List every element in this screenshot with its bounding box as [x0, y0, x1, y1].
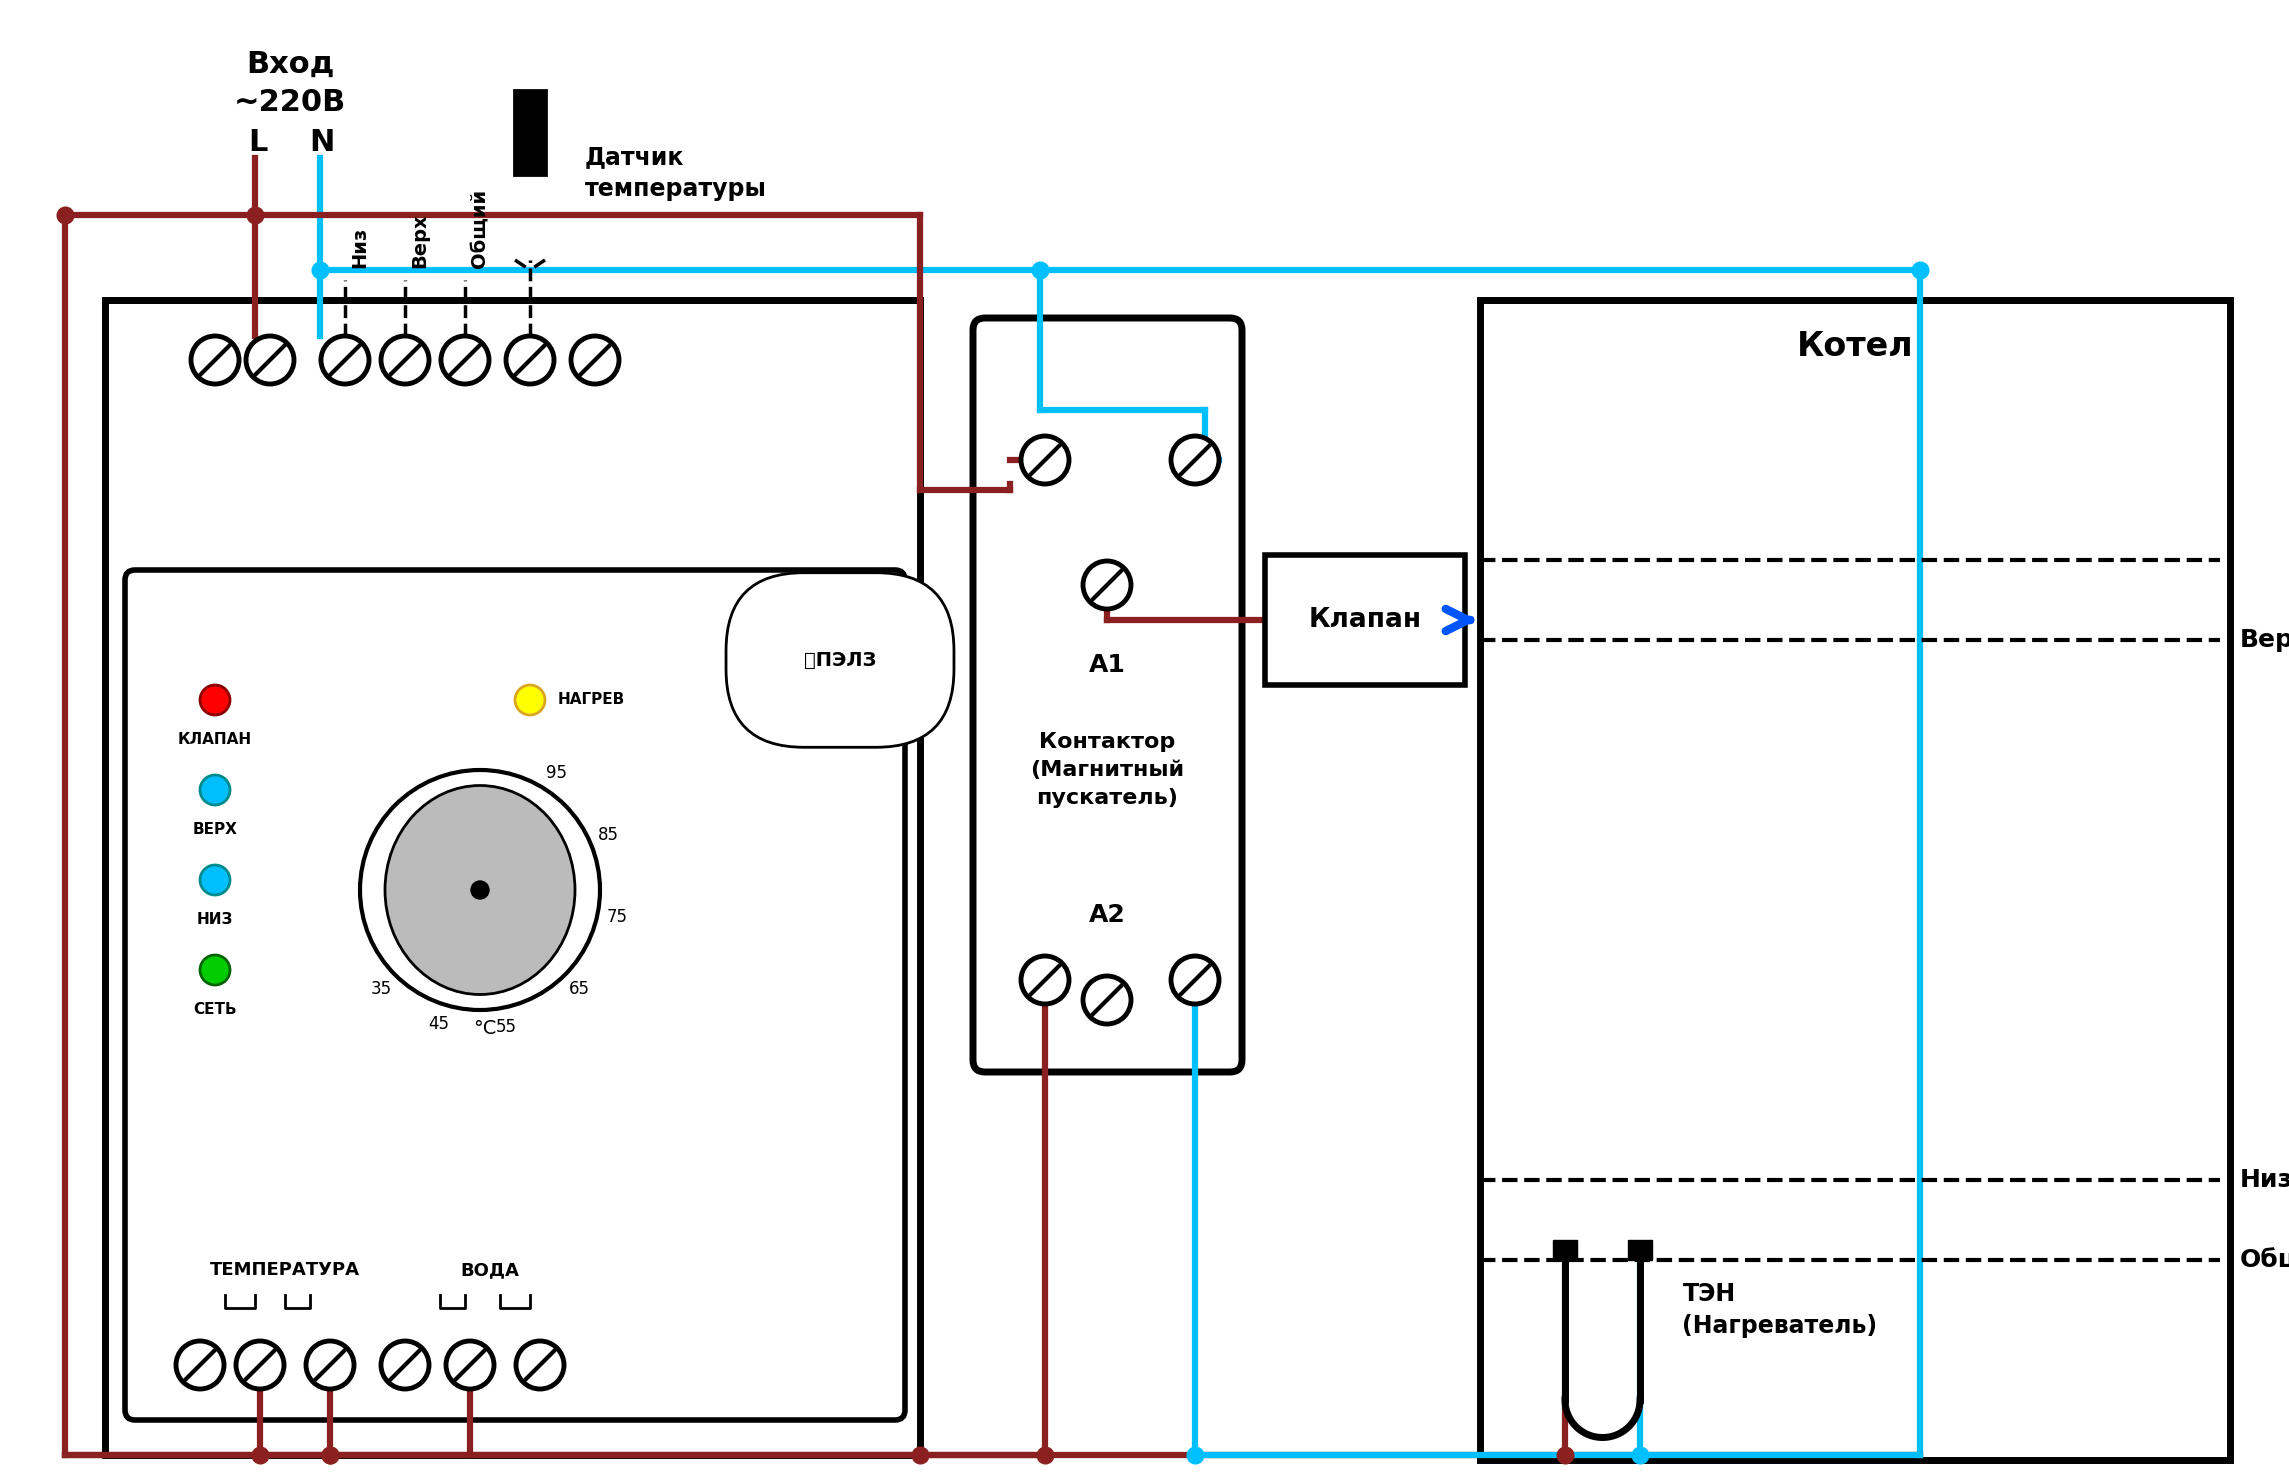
Text: Низ: Низ	[2241, 1168, 2289, 1192]
Text: °С: °С	[474, 1019, 497, 1037]
Text: Контактор
(Магнитный
пускатель): Контактор (Магнитный пускатель)	[1030, 732, 1183, 808]
Text: НАГРЕВ: НАГРЕВ	[559, 692, 625, 707]
Circle shape	[320, 336, 369, 385]
Text: ~220В: ~220В	[233, 87, 346, 117]
Circle shape	[199, 685, 229, 714]
Text: 85: 85	[597, 827, 620, 845]
Circle shape	[506, 336, 554, 385]
Circle shape	[446, 1341, 494, 1389]
Bar	[1481, 300, 2229, 1460]
Bar	[105, 300, 920, 1455]
Text: Низ: Низ	[350, 226, 369, 268]
Text: СЕТЬ: СЕТЬ	[192, 1001, 236, 1018]
Text: 65: 65	[568, 981, 591, 998]
Text: 45: 45	[428, 1015, 449, 1032]
Text: НИЗ: НИЗ	[197, 913, 233, 927]
Text: 75: 75	[607, 908, 627, 926]
FancyBboxPatch shape	[973, 318, 1243, 1072]
Circle shape	[1083, 976, 1131, 1023]
Circle shape	[176, 1341, 224, 1389]
Circle shape	[359, 771, 600, 1010]
Circle shape	[199, 865, 229, 895]
Bar	[515, 90, 547, 175]
Circle shape	[1021, 955, 1069, 1004]
Text: Верх: Верх	[2241, 629, 2289, 652]
Text: Вход: Вход	[245, 50, 334, 78]
Text: ВОДА: ВОДА	[460, 1262, 520, 1279]
FancyBboxPatch shape	[126, 569, 904, 1420]
Text: Общий: Общий	[469, 189, 490, 268]
Circle shape	[570, 336, 618, 385]
Text: 35: 35	[371, 981, 391, 998]
Bar	[1552, 1239, 1577, 1260]
Text: 95: 95	[545, 763, 568, 781]
Circle shape	[1021, 436, 1069, 484]
Circle shape	[236, 1341, 284, 1389]
Circle shape	[472, 881, 490, 899]
Circle shape	[442, 336, 490, 385]
Circle shape	[245, 336, 293, 385]
Text: ТЕМПЕРАТУРА: ТЕМПЕРАТУРА	[211, 1262, 359, 1279]
Text: ТЭН
(Нагреватель): ТЭН (Нагреватель)	[1682, 1282, 1877, 1338]
Text: Датчик
температуры: Датчик температуры	[586, 145, 767, 201]
Circle shape	[199, 775, 229, 805]
Circle shape	[190, 336, 238, 385]
Circle shape	[1083, 561, 1131, 609]
Text: Общий: Общий	[2241, 1248, 2289, 1272]
Text: N: N	[309, 129, 334, 157]
Circle shape	[199, 955, 229, 985]
Text: ВЕРХ: ВЕРХ	[192, 822, 238, 837]
Text: ⫷ПЭЛЗ: ⫷ПЭЛЗ	[803, 651, 877, 670]
Text: КЛАПАН: КЛАПАН	[179, 732, 252, 747]
Circle shape	[515, 1341, 563, 1389]
Text: L: L	[247, 129, 268, 157]
Circle shape	[515, 685, 545, 714]
Text: А2: А2	[1090, 904, 1126, 927]
Bar	[1266, 555, 1465, 685]
Text: Клапан: Клапан	[1309, 606, 1421, 633]
Circle shape	[1172, 955, 1220, 1004]
Circle shape	[307, 1341, 355, 1389]
Ellipse shape	[385, 785, 575, 994]
Text: Котел: Котел	[1797, 330, 1914, 362]
Text: А1: А1	[1090, 654, 1126, 677]
Circle shape	[1172, 436, 1220, 484]
Bar	[1627, 1239, 1653, 1260]
Text: Верх: Верх	[410, 213, 428, 268]
Text: 55: 55	[497, 1019, 517, 1037]
Circle shape	[380, 1341, 428, 1389]
Circle shape	[380, 336, 428, 385]
